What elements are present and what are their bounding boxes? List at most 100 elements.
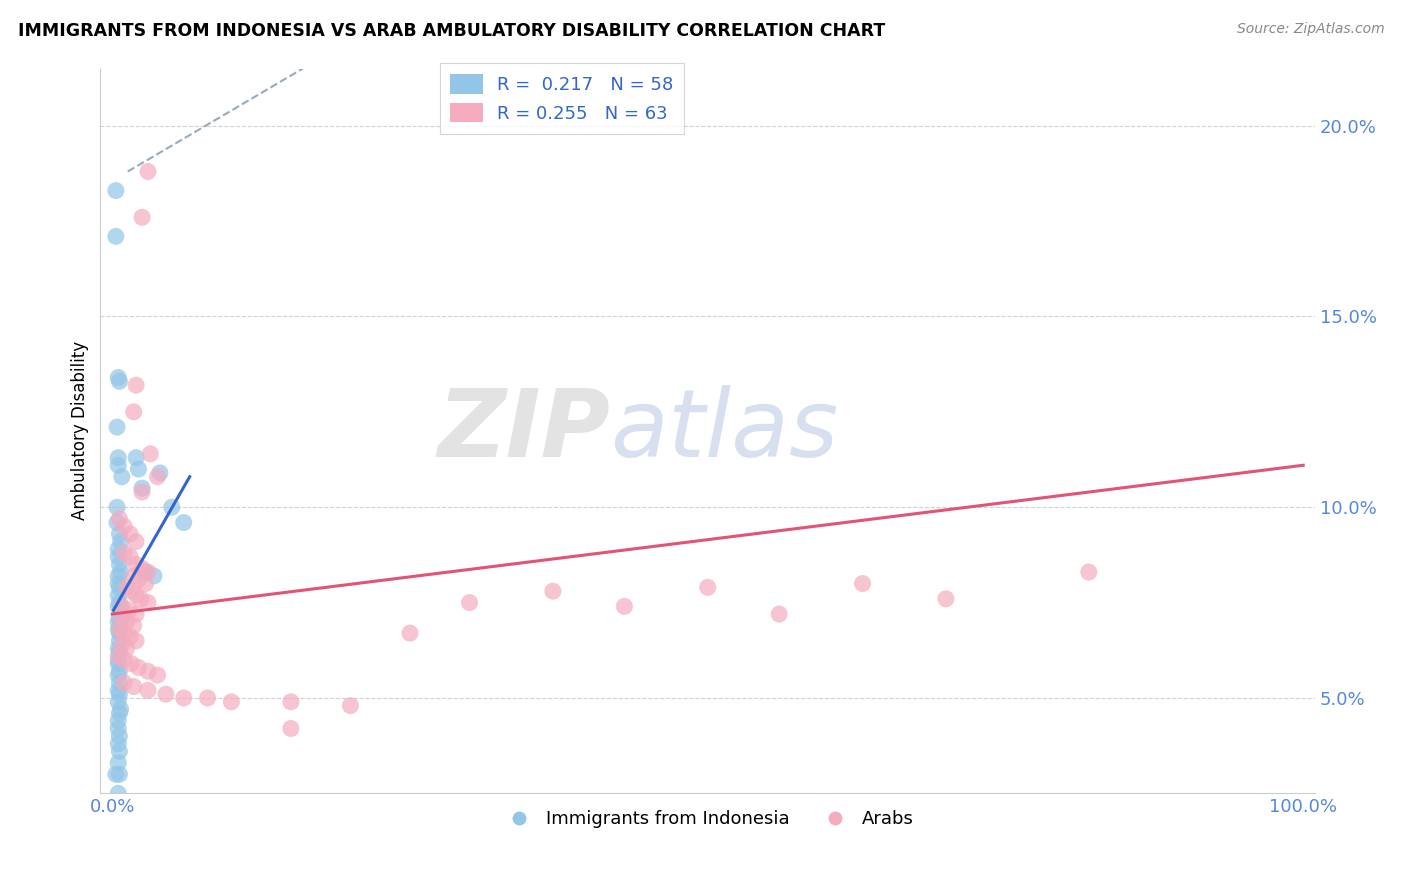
Point [110,702,132,716]
Point [399,626,422,640]
Point [136,164,159,178]
Point [115,580,138,594]
Point [125,588,148,602]
Point [122,405,145,419]
Point [108,511,131,525]
Point [458,596,481,610]
Point [107,722,129,736]
Point [107,615,129,629]
Point [112,546,135,560]
Legend: Immigrants from Indonesia, Arabs: Immigrants from Indonesia, Arabs [494,803,921,835]
Point [111,638,134,652]
Point [107,542,129,557]
Point [108,706,131,721]
Point [105,500,128,515]
Point [142,569,165,583]
Point [127,660,149,674]
Point [131,561,153,575]
Point [107,648,129,663]
Point [108,375,131,389]
Point [131,211,153,225]
Point [135,576,157,591]
Point [118,603,141,617]
Point [149,466,172,480]
Point [107,450,129,465]
Point [107,588,129,602]
Point [108,596,131,610]
Point [125,633,148,648]
Point [112,653,135,667]
Point [107,683,129,698]
Text: ZIP: ZIP [437,385,610,477]
Point [155,687,177,701]
Point [935,591,957,606]
Text: atlas: atlas [610,385,839,476]
Point [125,534,148,549]
Point [107,623,129,637]
Point [110,534,132,549]
Point [613,599,636,614]
Point [173,516,195,530]
Point [110,603,132,617]
Point [1137,50,1160,64]
Point [107,569,129,583]
Point [104,767,127,781]
Point [108,744,131,758]
Point [104,229,127,244]
Point [120,657,142,671]
Point [108,633,131,648]
Point [120,630,142,644]
Point [136,565,159,579]
Point [135,565,157,579]
Point [120,584,142,599]
Point [339,698,361,713]
Point [112,626,135,640]
Point [107,668,129,682]
Point [105,420,128,434]
Point [107,786,129,800]
Point [129,591,152,606]
Point [125,450,148,465]
Point [118,50,141,64]
Point [125,558,148,572]
Point [696,580,718,594]
Point [146,469,169,483]
Point [108,580,131,594]
Point [112,675,135,690]
Point [160,500,183,515]
Point [136,596,159,610]
Point [120,549,142,564]
Point [107,599,129,614]
Point [125,607,148,621]
Point [108,665,131,679]
Point [125,378,148,392]
Point [104,184,127,198]
Point [127,462,149,476]
Point [107,737,129,751]
Point [111,469,134,483]
Point [131,485,153,500]
Point [107,695,129,709]
Point [131,481,153,495]
Point [280,722,302,736]
Point [107,641,129,656]
Point [107,458,129,473]
Point [108,645,131,659]
Point [111,611,134,625]
Point [120,527,142,541]
Text: Source: ZipAtlas.com: Source: ZipAtlas.com [1237,22,1385,37]
Point [108,527,131,541]
Text: IMMIGRANTS FROM INDONESIA VS ARAB AMBULATORY DISABILITY CORRELATION CHART: IMMIGRANTS FROM INDONESIA VS ARAB AMBULA… [18,22,886,40]
Point [108,767,131,781]
Y-axis label: Ambulatory Disability: Ambulatory Disability [72,342,89,521]
Point [108,687,131,701]
Point [221,695,243,709]
Point [115,641,138,656]
Point [110,565,132,579]
Point [136,683,159,698]
Point [851,576,873,591]
Point [122,680,145,694]
Point [107,576,129,591]
Point [173,690,195,705]
Point [127,573,149,587]
